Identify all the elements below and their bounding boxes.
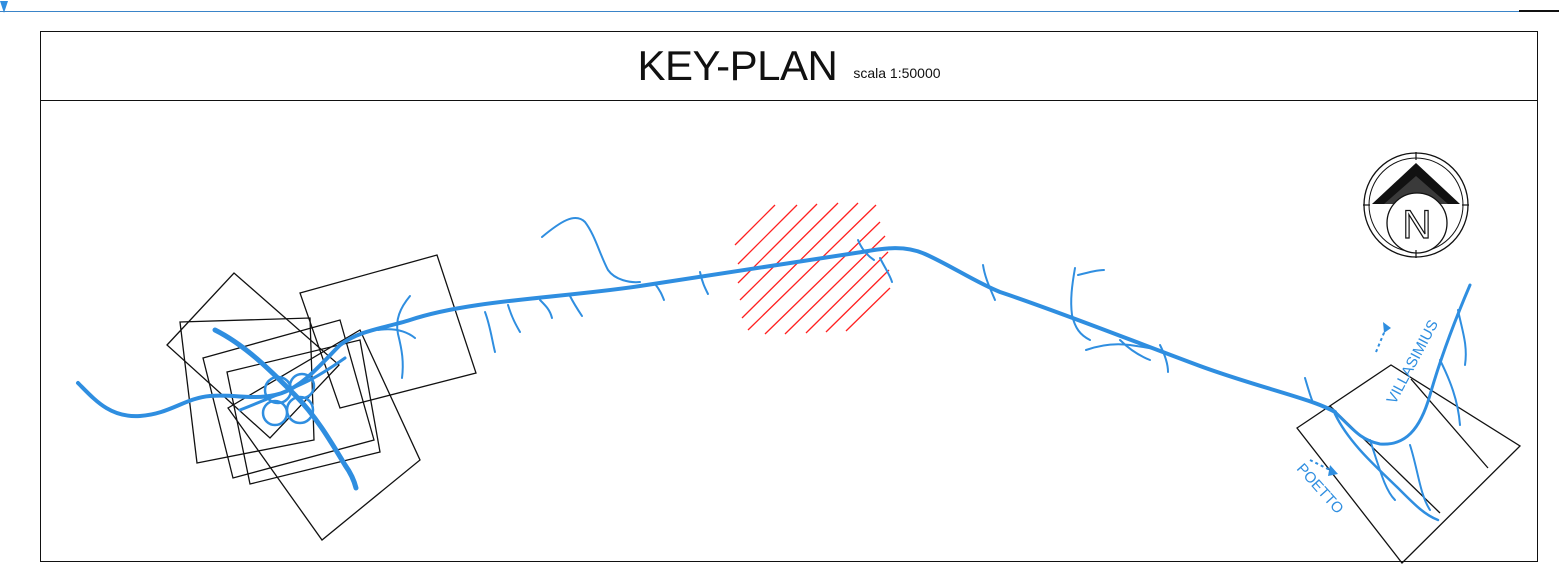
main-road <box>1457 309 1467 366</box>
direction-arrow-icon <box>1309 459 1338 476</box>
sheet-box <box>226 339 381 485</box>
branch-road <box>1070 267 1091 341</box>
north-arrow-icon: N <box>1363 152 1469 258</box>
branch-road <box>377 328 416 339</box>
sheet-top-tick <box>1519 10 1559 12</box>
branch-road <box>569 295 583 317</box>
main-road <box>1333 412 1440 522</box>
branch-road <box>699 271 709 295</box>
key-plan-frame: KEY-PLAN scala 1:50000 <box>40 31 1538 562</box>
branch-road <box>539 299 553 319</box>
sheet-box <box>166 272 340 439</box>
north-letter: N <box>1403 203 1432 247</box>
branch-road <box>857 239 875 261</box>
sheet-box <box>179 317 315 464</box>
interchange-loop <box>261 399 289 427</box>
main-road <box>1409 444 1431 511</box>
sheet-boxes <box>166 254 1522 564</box>
direction-label-villasimius: VILLASIMIUS <box>1384 317 1442 407</box>
page-title: KEY-PLAN <box>637 42 838 89</box>
branch-road <box>507 304 521 333</box>
branch-road <box>1119 339 1151 361</box>
branch-road <box>541 217 641 284</box>
road-network <box>76 217 1472 522</box>
sheet-box <box>227 329 421 541</box>
interchange-road <box>212 327 359 491</box>
sheet-box <box>1296 364 1522 564</box>
branch-road <box>1077 269 1105 276</box>
main-road <box>1439 359 1461 426</box>
branch-road <box>1304 377 1313 401</box>
main-road <box>1369 439 1396 501</box>
sheet-box <box>202 319 375 479</box>
direction-arrow-icon <box>1375 322 1391 353</box>
branch-road <box>1085 343 1171 356</box>
sheet-box <box>299 254 477 409</box>
branch-road <box>982 264 996 301</box>
interchange-loop <box>285 395 315 425</box>
sheet-box-divider <box>1410 378 1489 469</box>
branch-road <box>654 283 665 301</box>
branch-road <box>484 311 496 353</box>
branch-road <box>396 295 411 379</box>
direction-label-poetto: POETTO <box>1293 460 1347 517</box>
main-road <box>1333 283 1472 446</box>
interchange-road <box>238 356 347 412</box>
branch-road <box>1159 344 1169 373</box>
corner-marker-icon <box>0 0 8 13</box>
scale-label: scala 1:50000 <box>853 65 941 81</box>
sheet-top-rule <box>0 11 1519 12</box>
title-band: KEY-PLAN scala 1:50000 <box>41 32 1537 101</box>
main-road <box>76 246 1337 419</box>
branch-road <box>879 257 893 283</box>
